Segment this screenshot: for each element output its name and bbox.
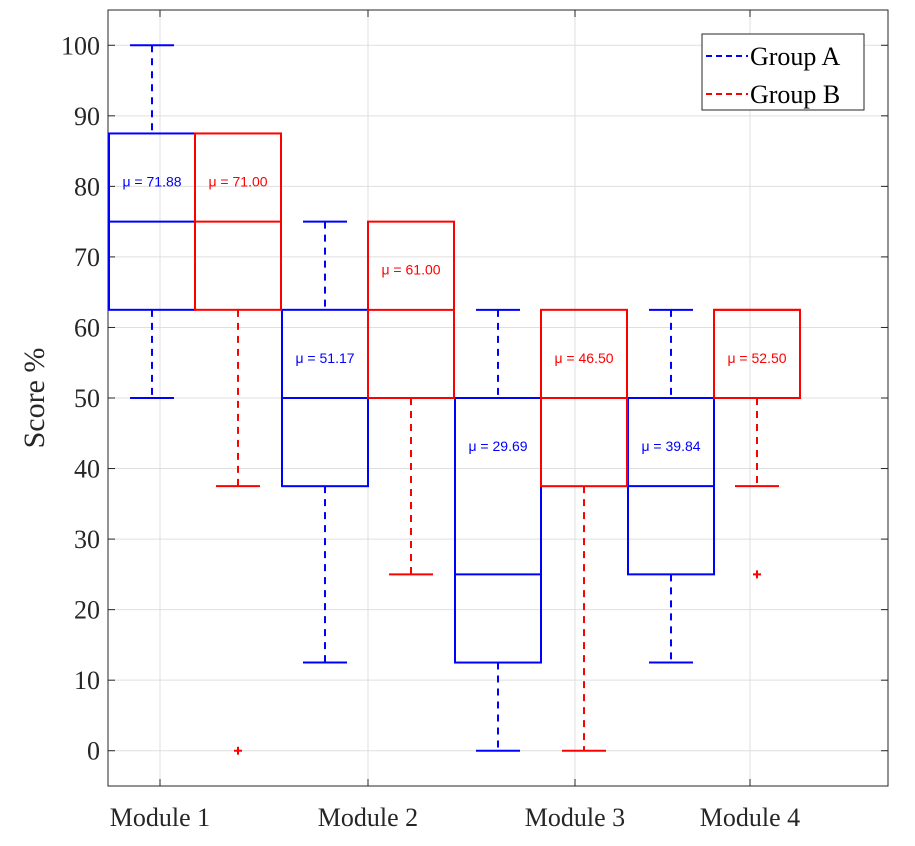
y-tick-label: 30 xyxy=(74,525,100,554)
series-group-b: μ = 71.00 μ = 61.00 μ = 46.50 μ = 52.50 xyxy=(194,132,801,755)
y-tick-label: 90 xyxy=(74,102,100,131)
box-b-4: μ = 52.50 xyxy=(713,308,801,579)
mean-label: μ = 52.50 xyxy=(727,350,786,366)
y-tick-label: 100 xyxy=(61,31,100,60)
legend-label-group-b: Group B xyxy=(750,80,840,109)
x-tick-label: Module 1 xyxy=(110,803,210,832)
mean-label: μ = 39.84 xyxy=(641,438,700,454)
legend: Group A Group B xyxy=(701,33,865,111)
x-tick-label: Module 3 xyxy=(525,803,625,832)
x-tick-label: Module 4 xyxy=(700,803,800,832)
mean-label: μ = 71.00 xyxy=(208,173,267,189)
y-tick-label: 70 xyxy=(74,243,100,272)
box-a-2: μ = 51.17 xyxy=(281,220,369,664)
box-b-3: μ = 46.50 xyxy=(540,308,628,752)
box-a-1: μ = 71.88 xyxy=(108,44,196,399)
box-iqr xyxy=(454,397,542,664)
x-axis-ticks: Module 1 Module 2 Module 3 Module 4 xyxy=(110,10,800,832)
box-a-4: μ = 39.84 xyxy=(627,308,715,664)
y-tick-label: 50 xyxy=(74,384,100,413)
legend-frame xyxy=(701,33,865,111)
x-tick-label: Module 2 xyxy=(318,803,418,832)
y-axis-ticks: 0 10 20 30 40 50 60 70 80 90 100 xyxy=(61,31,888,766)
box-a-3: μ = 29.69 xyxy=(454,308,542,752)
y-tick-label: 20 xyxy=(74,596,100,625)
mean-label: μ = 71.88 xyxy=(122,173,181,189)
y-tick-label: 40 xyxy=(74,455,100,484)
legend-label-group-a: Group A xyxy=(750,42,841,71)
mean-label: μ = 46.50 xyxy=(554,350,613,366)
mean-label: μ = 61.00 xyxy=(381,262,440,278)
mean-label: μ = 29.69 xyxy=(468,438,527,454)
box-b-1: μ = 71.00 xyxy=(194,132,282,755)
series-group-a: μ = 71.88 μ = 51.17 μ = 29.69 μ = 39.84 xyxy=(108,44,715,752)
y-tick-label: 0 xyxy=(87,737,100,766)
y-axis-title: Score % xyxy=(18,348,51,449)
box-b-2: μ = 61.00 xyxy=(367,220,455,576)
y-tick-label: 80 xyxy=(74,172,100,201)
y-tick-label: 10 xyxy=(74,666,100,695)
box-series: μ = 71.88μ = 51.17μ = 29.69 μ = 39.84μ = … xyxy=(108,44,801,755)
mean-label: μ = 51.17 xyxy=(295,350,354,366)
y-tick-label: 60 xyxy=(74,313,100,342)
